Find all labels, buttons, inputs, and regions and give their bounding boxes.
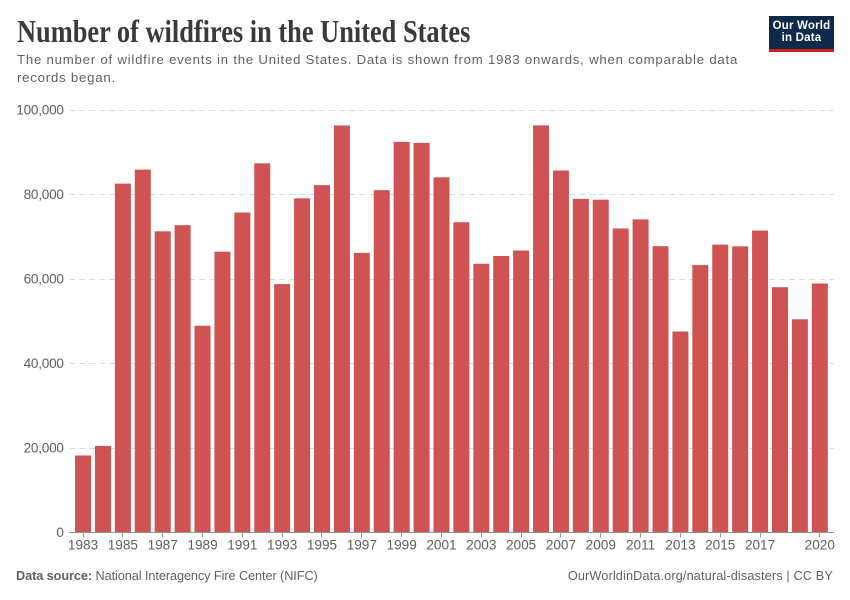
svg-text:2007: 2007 (546, 537, 576, 552)
svg-text:1987: 1987 (148, 537, 178, 552)
svg-text:1993: 1993 (267, 537, 297, 552)
svg-text:2017: 2017 (745, 537, 775, 552)
svg-text:2003: 2003 (466, 537, 496, 552)
svg-text:20,000: 20,000 (24, 441, 65, 456)
svg-text:60,000: 60,000 (24, 272, 65, 287)
svg-text:1985: 1985 (108, 537, 138, 552)
svg-text:1991: 1991 (227, 537, 257, 552)
svg-text:2013: 2013 (665, 537, 695, 552)
svg-text:2005: 2005 (506, 537, 536, 552)
svg-text:1983: 1983 (68, 537, 98, 552)
svg-text:80,000: 80,000 (24, 187, 65, 202)
svg-text:2020: 2020 (805, 537, 836, 552)
svg-text:1997: 1997 (347, 537, 377, 552)
svg-text:2009: 2009 (586, 537, 616, 552)
svg-text:1995: 1995 (307, 537, 337, 552)
svg-text:2015: 2015 (705, 537, 735, 552)
svg-text:1989: 1989 (187, 537, 217, 552)
svg-text:1999: 1999 (387, 537, 417, 552)
svg-text:2001: 2001 (426, 537, 456, 552)
svg-text:40,000: 40,000 (24, 356, 65, 371)
svg-text:2011: 2011 (626, 537, 655, 552)
svg-text:0: 0 (56, 525, 64, 540)
svg-text:100,000: 100,000 (16, 103, 64, 118)
